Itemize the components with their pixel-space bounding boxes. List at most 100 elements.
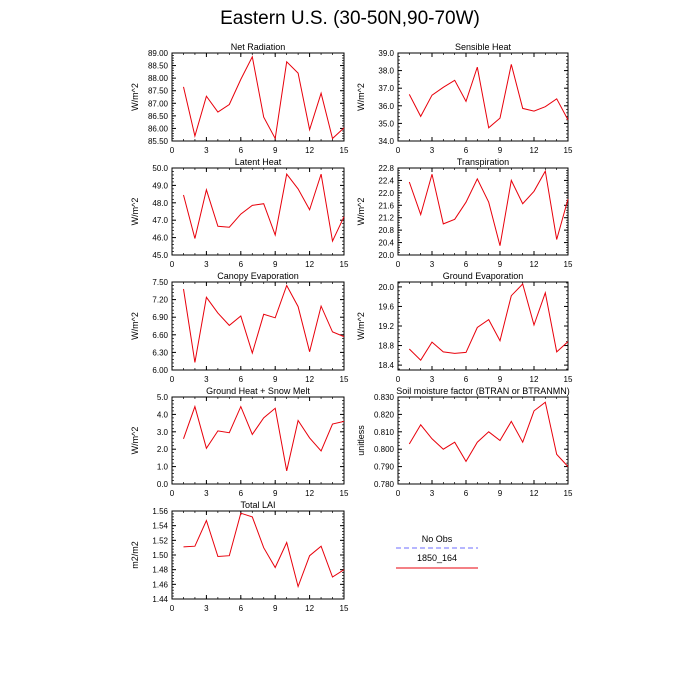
y-axis-label: W/m^2 [130,83,140,111]
x-tick-label: 3 [204,604,209,613]
x-tick-label: 6 [239,260,244,269]
y-tick-label: 0.810 [374,428,395,437]
x-tick-label: 0 [396,146,401,155]
x-tick-label: 0 [170,604,175,613]
plot-frame [171,167,345,256]
series-line [183,512,345,589]
y-tick-label: 6.60 [152,331,168,340]
y-tick-label: 5.0 [157,393,169,402]
y-tick-label: 45.0 [152,251,168,260]
panel-7: Ground Heat + Snow Melt W/m^2 0 3 6 9 12 15 0.0 1… [130,386,349,498]
y-tick-label: 89.00 [148,49,169,58]
plot-frame [171,510,345,600]
plot-frame [171,281,345,371]
y-tick-label: 46.0 [152,234,168,243]
plot-frame [171,52,345,142]
panel-9: Total LAI m2/m2 0 3 6 9 12 15 1.44 1.46 1.48 1.50 1.… [130,500,349,613]
y-tick-label: 87.00 [148,99,169,108]
y-tick-label: 6.90 [152,313,168,322]
x-tick-label: 9 [273,604,278,613]
y-tick-label: 36.0 [378,102,394,111]
x-tick-label: 9 [273,146,278,155]
x-tick-label: 15 [340,489,349,498]
x-tick-label: 15 [564,146,573,155]
series-line [408,64,569,129]
legend: No Obs 1850_164 [396,534,478,569]
x-tick-label: 0 [170,146,175,155]
x-tick-label: 9 [498,146,503,155]
y-tick-label: 19.2 [378,322,394,331]
series-line [183,172,345,243]
x-tick-label: 15 [564,375,573,384]
panel-title: Transpiration [457,157,509,167]
y-tick-label: 0.820 [374,410,395,419]
y-tick-label: 50.0 [152,164,168,173]
y-tick-label: 22.8 [378,164,394,173]
y-tick-label: 22.4 [378,176,394,185]
x-tick-label: 0 [170,260,175,269]
plot-frame [397,281,569,371]
x-tick-label: 6 [464,489,469,498]
panel-title: Soil moisture factor (BTRAN or BTRANMN) [396,386,570,396]
y-axis-label: m2/m2 [130,541,140,569]
x-tick-label: 6 [464,375,469,384]
x-tick-label: 12 [305,146,314,155]
y-tick-label: 20.0 [378,283,394,292]
x-tick-label: 15 [340,375,349,384]
y-tick-label: 18.8 [378,342,394,351]
y-tick-label: 1.48 [152,566,168,575]
x-tick-label: 9 [273,375,278,384]
x-tick-label: 3 [204,489,209,498]
x-tick-label: 12 [305,375,314,384]
x-tick-label: 0 [396,375,401,384]
y-tick-label: 35.0 [378,119,394,128]
x-tick-label: 9 [273,260,278,269]
y-axis-label: unitless [356,425,366,456]
x-tick-label: 12 [530,489,539,498]
y-tick-label: 37.0 [378,84,394,93]
y-tick-label: 49.0 [152,181,168,190]
x-tick-label: 0 [170,375,175,384]
y-tick-label: 86.50 [148,112,169,121]
panel-title: Net Radiation [231,42,286,52]
x-tick-label: 6 [239,375,244,384]
y-tick-label: 3.0 [157,428,169,437]
x-tick-label: 0 [170,489,175,498]
series-line [408,169,569,246]
series-line [408,401,569,467]
plot-frame [397,396,569,485]
y-tick-label: 0.0 [157,480,169,489]
panel-8: Soil moisture factor (BTRAN or BTRANMN) u… [356,386,573,498]
x-tick-label: 0 [396,260,401,269]
y-tick-label: 19.6 [378,302,394,311]
x-tick-label: 6 [239,604,244,613]
y-tick-label: 34.0 [378,137,394,146]
y-tick-label: 0.780 [374,480,395,489]
y-axis-label: W/m^2 [130,198,140,226]
x-tick-label: 3 [430,375,435,384]
x-tick-label: 9 [498,375,503,384]
series-line [183,55,345,141]
panel-6: Ground Evaporation W/m^2 0 3 6 9 12 15 18.4 18.8 1… [356,271,573,384]
y-tick-label: 7.50 [152,278,168,287]
y-axis-label: W/m^2 [356,83,366,111]
y-tick-label: 21.6 [378,201,394,210]
x-tick-label: 15 [564,260,573,269]
y-tick-label: 1.44 [152,595,168,604]
y-tick-label: 47.0 [152,216,168,225]
y-tick-label: 21.2 [378,214,394,223]
x-tick-label: 6 [239,489,244,498]
y-axis-label: W/m^2 [356,312,366,340]
x-tick-label: 12 [305,489,314,498]
y-tick-label: 85.50 [148,137,169,146]
y-axis-label: W/m^2 [356,198,366,226]
y-tick-label: 1.0 [157,463,169,472]
x-tick-label: 9 [498,260,503,269]
y-tick-label: 86.00 [148,124,169,133]
y-tick-label: 6.00 [152,366,168,375]
x-tick-label: 3 [204,146,209,155]
plot-frame [397,167,569,256]
y-tick-label: 20.0 [378,251,394,260]
y-tick-label: 2.0 [157,445,169,454]
x-tick-label: 9 [273,489,278,498]
